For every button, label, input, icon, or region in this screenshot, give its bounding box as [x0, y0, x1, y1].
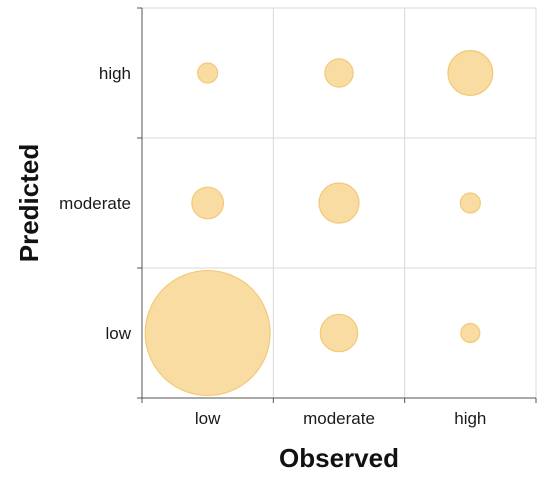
- axes: [137, 7, 537, 403]
- x-tick-label: low: [195, 409, 221, 428]
- y-tick-label: low: [105, 324, 131, 343]
- x-axis-title: Observed: [279, 443, 399, 473]
- bubble: [324, 58, 354, 88]
- y-tick-label: high: [99, 64, 131, 83]
- bubble: [319, 313, 359, 353]
- bubble: [459, 192, 481, 214]
- bubbles: [144, 50, 494, 397]
- bubble: [460, 322, 481, 344]
- y-axis-title: Predicted: [14, 144, 44, 263]
- bubble: [447, 50, 494, 96]
- bubble: [318, 182, 360, 224]
- x-tick-label: moderate: [303, 409, 375, 428]
- y-tick-label: moderate: [59, 194, 131, 213]
- bubble: [197, 62, 219, 84]
- x-tick-label: high: [454, 409, 486, 428]
- grid: [142, 7, 537, 398]
- bubble: [191, 186, 225, 220]
- tick-labels: low moderate high low moderate high: [59, 64, 486, 428]
- bubble: [144, 269, 271, 397]
